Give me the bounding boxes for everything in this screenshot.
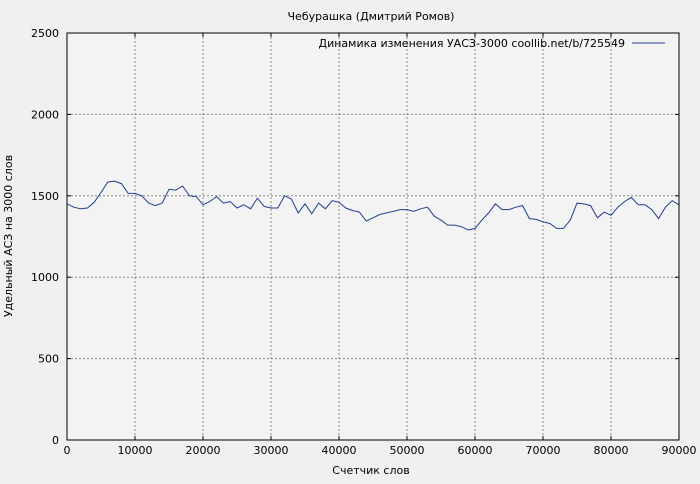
grid <box>67 33 679 440</box>
legend: Динамика изменения УАСЗ-3000 coollib.net… <box>319 37 665 50</box>
axes-frame <box>66 32 680 441</box>
chart-title: Чебурашка (Дмитрий Ромов) <box>288 10 455 23</box>
y-tick-label: 500 <box>38 353 59 366</box>
plot-area <box>67 33 679 440</box>
x-tick-label: 20000 <box>186 444 221 457</box>
x-tick-label: 30000 <box>254 444 289 457</box>
x-axis-title: Счетчик слов <box>332 464 409 477</box>
x-tick-label: 70000 <box>526 444 561 457</box>
x-tick-label: 50000 <box>390 444 425 457</box>
x-tick-label: 80000 <box>594 444 629 457</box>
series-layer <box>66 180 680 231</box>
y-tick-label: 0 <box>52 434 59 447</box>
y-tick-label: 2500 <box>31 27 59 40</box>
x-tick-label: 0 <box>64 444 71 457</box>
y-tick-label: 1000 <box>31 271 59 284</box>
y-axis: 0 500 1000 1500 2000 2500 <box>31 27 679 447</box>
x-tick-label: 60000 <box>458 444 493 457</box>
x-axis: 0 10000 20000 30000 40000 50000 60000 70000 8000… <box>64 33 697 457</box>
x-tick-label: 40000 <box>322 444 357 457</box>
y-tick-label: 1500 <box>31 190 59 203</box>
x-tick-label: 90000 <box>662 444 697 457</box>
y-tick-label: 2000 <box>31 108 59 121</box>
y-axis-title: Удельный АСЗ на 3000 слов <box>2 155 15 317</box>
x-tick-label: 10000 <box>118 444 153 457</box>
legend-label: Динамика изменения УАСЗ-3000 coollib.net… <box>319 37 626 50</box>
series-line <box>66 180 680 231</box>
